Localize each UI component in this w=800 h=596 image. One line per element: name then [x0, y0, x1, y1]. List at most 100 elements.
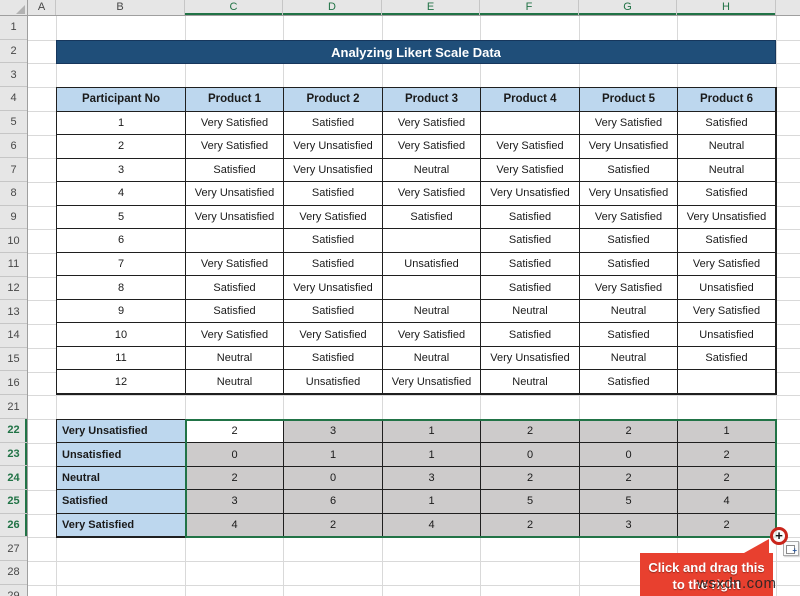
participant-cell[interactable]: 10	[57, 323, 186, 347]
row-header-7[interactable]: 7	[0, 158, 27, 182]
response-cell[interactable]: Neutral	[383, 299, 481, 324]
summary-value-cell[interactable]: 4	[186, 513, 284, 537]
response-cell[interactable]: Very Satisfied	[383, 135, 481, 159]
response-cell[interactable]: Satisfied	[186, 158, 284, 183]
response-cell[interactable]: Satisfied	[481, 323, 580, 347]
row-header-28[interactable]: 28	[0, 561, 27, 585]
response-cell[interactable]: Neutral	[186, 346, 284, 371]
summary-value-cell[interactable]: 0	[284, 466, 383, 491]
response-cell[interactable]: Satisfied	[186, 299, 284, 324]
response-cell[interactable]: Very Unsatisfied	[284, 276, 383, 300]
summary-value-cell[interactable]: 1	[383, 420, 481, 444]
response-cell[interactable]: Neutral	[481, 370, 580, 394]
summary-value-cell[interactable]: 5	[580, 490, 678, 514]
summary-value-cell[interactable]: 2	[481, 420, 580, 444]
main-table-header-cell[interactable]: Product 6	[678, 88, 776, 112]
response-cell[interactable]: Very Satisfied	[186, 135, 284, 159]
row-header-10[interactable]: 10	[0, 229, 27, 253]
summary-value-cell[interactable]: 2	[186, 466, 284, 491]
column-header-B[interactable]: B	[56, 0, 185, 15]
response-cell[interactable]: Unsatisfied	[284, 370, 383, 394]
response-cell[interactable]: Neutral	[186, 370, 284, 394]
response-cell[interactable]	[186, 229, 284, 253]
row-header-8[interactable]: 8	[0, 182, 27, 206]
response-cell[interactable]: Very Unsatisfied	[580, 182, 678, 206]
row-header-13[interactable]: 13	[0, 300, 27, 325]
response-cell[interactable]: Satisfied	[481, 276, 580, 300]
summary-value-cell[interactable]: 4	[678, 490, 776, 514]
row-header-4[interactable]: 4	[0, 87, 27, 111]
response-cell[interactable]: Satisfied	[481, 205, 580, 230]
summary-value-cell[interactable]: 2	[678, 443, 776, 467]
row-header-27[interactable]: 27	[0, 537, 27, 562]
summary-value-cell[interactable]: 3	[580, 513, 678, 537]
column-header-E[interactable]: E	[382, 0, 480, 15]
main-table-header-cell[interactable]: Product 1	[186, 88, 284, 112]
summary-value-cell[interactable]: 3	[186, 490, 284, 514]
row-header-25[interactable]: 25	[0, 490, 27, 514]
column-header-C[interactable]: C	[185, 0, 283, 15]
summary-value-cell[interactable]: 1	[383, 490, 481, 514]
response-cell[interactable]: Very Satisfied	[678, 252, 776, 277]
response-cell[interactable]: Satisfied	[678, 182, 776, 206]
row-header-3[interactable]: 3	[0, 63, 27, 88]
response-cell[interactable]: Very Satisfied	[284, 205, 383, 230]
summary-value-cell[interactable]: 1	[284, 443, 383, 467]
summary-value-cell[interactable]: 3	[284, 420, 383, 444]
row-header-21[interactable]: 21	[0, 395, 27, 419]
response-cell[interactable]: Satisfied	[678, 346, 776, 371]
row-header-5[interactable]: 5	[0, 111, 27, 135]
response-cell[interactable]	[383, 229, 481, 253]
row-header-2[interactable]: 2	[0, 40, 27, 64]
response-cell[interactable]: Satisfied	[580, 252, 678, 277]
response-cell[interactable]: Very Satisfied	[186, 252, 284, 277]
response-cell[interactable]: Very Satisfied	[580, 276, 678, 300]
response-cell[interactable]: Satisfied	[284, 229, 383, 253]
column-header-G[interactable]: G	[579, 0, 677, 15]
response-cell[interactable]: Satisfied	[284, 299, 383, 324]
summary-label-cell[interactable]: Very Satisfied	[57, 513, 186, 537]
response-cell[interactable]	[481, 111, 580, 136]
participant-cell[interactable]: 4	[57, 182, 186, 206]
response-cell[interactable]: Unsatisfied	[678, 323, 776, 347]
summary-value-cell[interactable]: 1	[383, 443, 481, 467]
participant-cell[interactable]: 9	[57, 299, 186, 324]
response-cell[interactable]: Very Unsatisfied	[284, 135, 383, 159]
summary-value-cell[interactable]: 0	[186, 443, 284, 467]
participant-cell[interactable]: 7	[57, 252, 186, 277]
response-cell[interactable]: Neutral	[383, 346, 481, 371]
summary-value-cell[interactable]: 3	[383, 466, 481, 491]
response-cell[interactable]: Satisfied	[580, 323, 678, 347]
response-cell[interactable]: Very Unsatisfied	[678, 205, 776, 230]
auto-fill-options-button[interactable]: +	[783, 541, 799, 556]
row-header-22[interactable]: 22	[0, 419, 27, 443]
row-header-15[interactable]: 15	[0, 348, 27, 372]
participant-cell[interactable]: 5	[57, 205, 186, 230]
response-cell[interactable]: Very Satisfied	[186, 111, 284, 136]
response-cell[interactable]: Satisfied	[383, 205, 481, 230]
summary-value-cell[interactable]: 4	[383, 513, 481, 537]
summary-value-cell[interactable]: 6	[284, 490, 383, 514]
column-header-A[interactable]: A	[28, 0, 56, 15]
row-header-29[interactable]: 29	[0, 585, 27, 596]
response-cell[interactable]: Very Satisfied	[678, 299, 776, 324]
summary-value-cell[interactable]: 5	[481, 490, 580, 514]
row-header-16[interactable]: 16	[0, 372, 27, 396]
response-cell[interactable]: Very Satisfied	[383, 111, 481, 136]
response-cell[interactable]: Satisfied	[284, 252, 383, 277]
response-cell[interactable]: Satisfied	[284, 111, 383, 136]
response-cell[interactable]: Very Unsatisfied	[186, 205, 284, 230]
response-cell[interactable]: Very Satisfied	[284, 323, 383, 347]
summary-value-cell[interactable]: 2	[186, 420, 284, 444]
response-cell[interactable]: Satisfied	[481, 229, 580, 253]
summary-value-cell[interactable]: 2	[284, 513, 383, 537]
response-cell[interactable]: Satisfied	[580, 370, 678, 394]
response-cell[interactable]: Unsatisfied	[383, 252, 481, 277]
column-header-D[interactable]: D	[283, 0, 382, 15]
main-table-header-cell[interactable]: Product 2	[284, 88, 383, 112]
response-cell[interactable]: Satisfied	[678, 111, 776, 136]
response-cell[interactable]: Satisfied	[580, 229, 678, 253]
participant-cell[interactable]: 3	[57, 158, 186, 183]
row-header-9[interactable]: 9	[0, 206, 27, 230]
response-cell[interactable]: Very Satisfied	[186, 323, 284, 347]
